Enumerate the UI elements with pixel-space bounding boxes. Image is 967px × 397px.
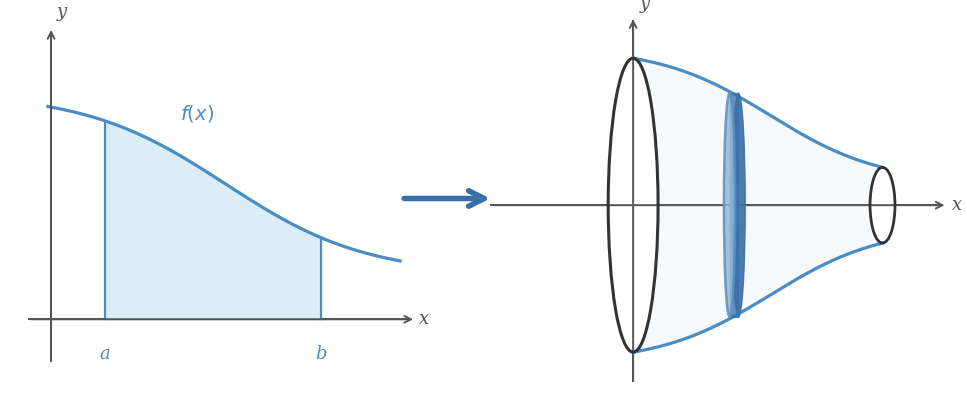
Text: y: y (639, 0, 650, 13)
Ellipse shape (608, 58, 659, 352)
Polygon shape (105, 121, 321, 319)
Text: $f(x)$: $f(x)$ (180, 102, 214, 123)
Ellipse shape (870, 167, 895, 243)
Ellipse shape (732, 93, 746, 317)
Text: x: x (419, 310, 429, 328)
Text: b: b (315, 345, 327, 362)
Ellipse shape (724, 93, 735, 317)
Text: y: y (57, 4, 67, 21)
Text: x: x (952, 196, 962, 214)
Text: a: a (100, 345, 110, 362)
